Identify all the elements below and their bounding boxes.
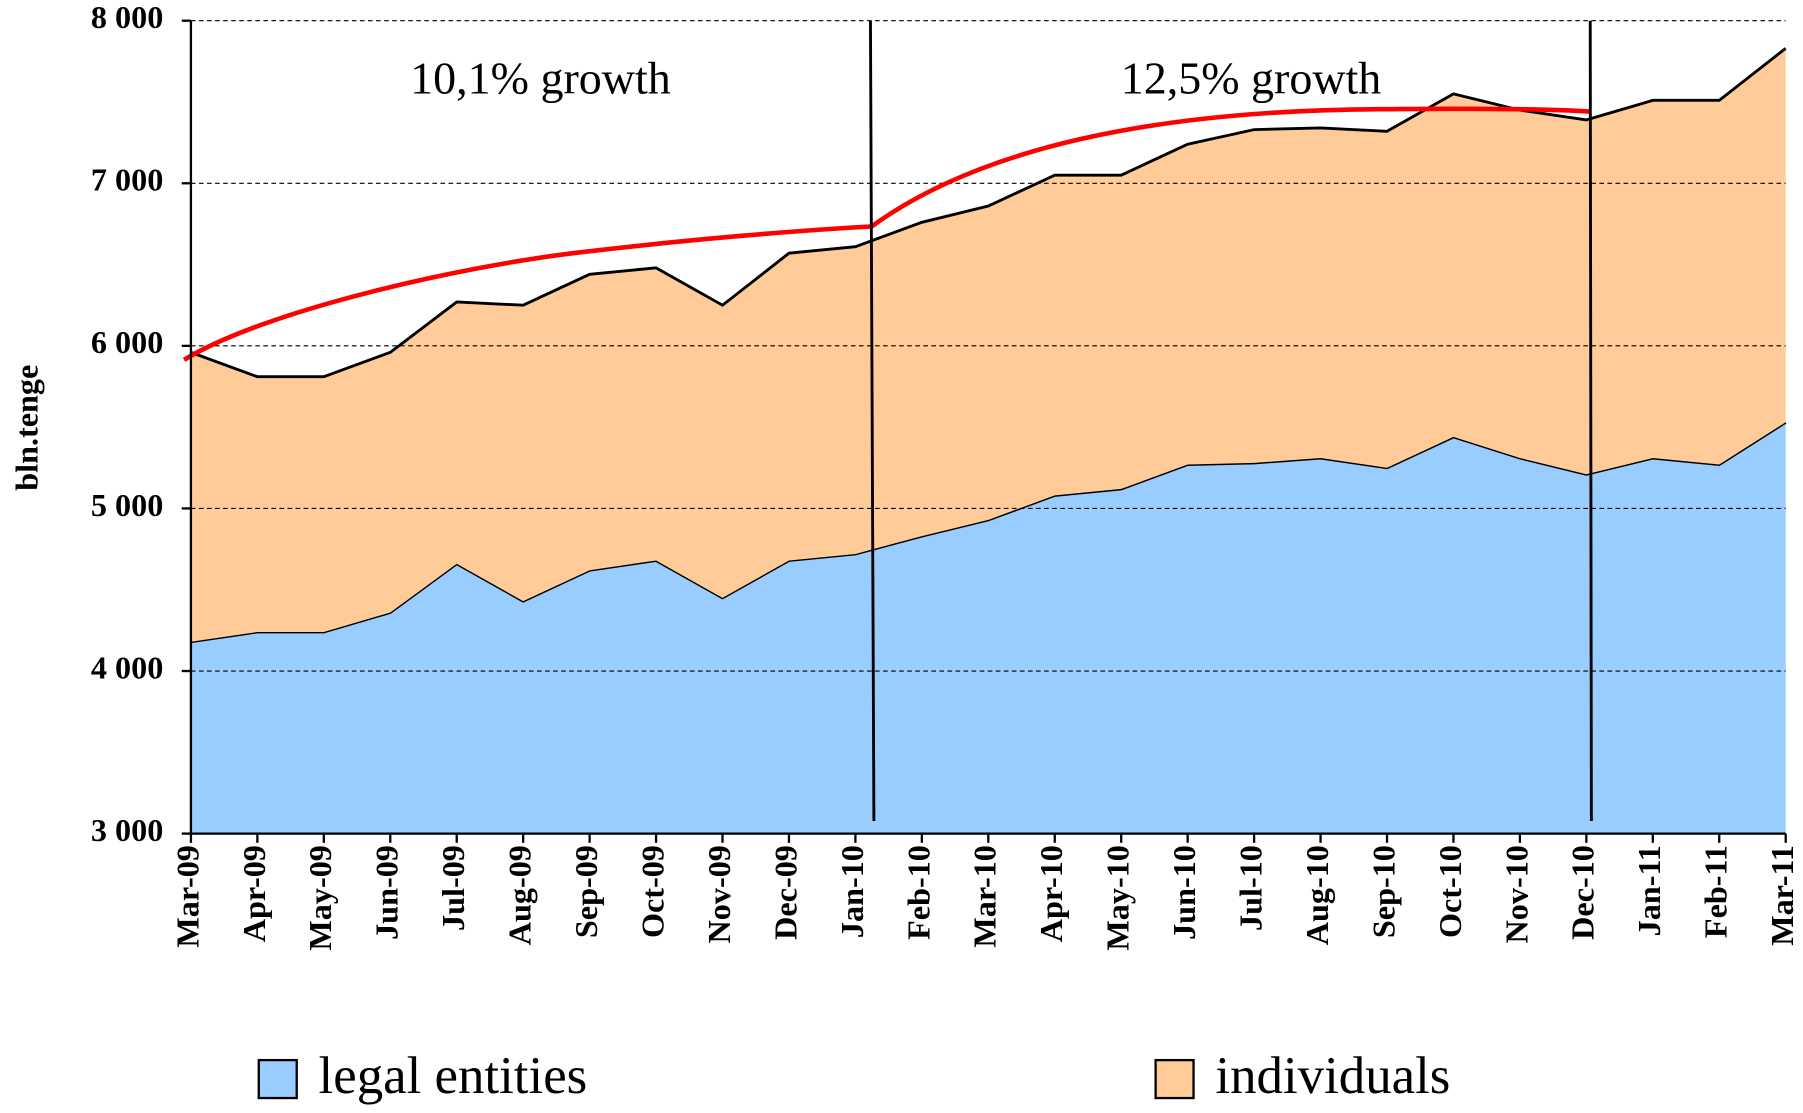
y-axis-label: bln.tenge [8,365,44,491]
x-tick-label: Mar-11 [1764,845,1800,946]
x-tick-label: Oct-10 [1432,845,1468,938]
y-tick-label: 3 000 [91,812,163,848]
x-tick-label: Jul-09 [435,845,471,931]
x-tick-label: Aug-10 [1299,845,1335,945]
annotation: 10,1% growth [410,52,671,103]
legend-swatch [1154,1058,1195,1100]
x-tick-label: Dec-09 [767,845,803,940]
x-tick-label: Oct-09 [634,845,670,938]
y-tick-label: 7 000 [91,162,163,198]
x-tick-label: Apr-09 [236,845,272,942]
x-tick-label: Jul-10 [1232,845,1268,931]
x-tick-label: Dec-10 [1565,845,1601,940]
y-tick-label: 8 000 [91,0,163,35]
annotation: 12,5% growth [1121,52,1382,103]
x-tick-label: Nov-09 [701,845,737,943]
area-fill [190,422,1786,834]
x-tick-label: Jun-10 [1166,845,1202,940]
legend-label: individuals [1215,1047,1450,1105]
x-tick-label: Mar-10 [967,845,1003,947]
x-tick-label: Nov-10 [1498,845,1534,943]
x-tick-label: May-10 [1100,845,1136,950]
legend-label: legal entities [319,1047,588,1105]
x-tick-label: Mar-09 [169,845,205,947]
x-tick-label: Jun-09 [369,845,405,940]
x-tick-label: May-09 [302,845,338,950]
y-tick-label: 5 000 [91,487,163,523]
y-tick-label: 6 000 [91,324,163,360]
x-tick-label: Jan-10 [834,845,870,938]
area-fill [190,48,1786,642]
x-tick-label: Apr-10 [1033,845,1069,942]
x-tick-label: Sep-09 [568,845,604,938]
period-divider [869,20,876,821]
x-tick-label: Sep-10 [1365,845,1401,938]
y-tick-label: 4 000 [91,649,163,685]
period-divider [1588,20,1593,821]
x-tick-label: Jan-11 [1631,845,1667,936]
x-tick-label: Aug-09 [502,845,538,945]
x-tick-label: Feb-10 [900,845,936,940]
x-tick-label: Feb-11 [1698,845,1734,938]
legend-swatch [257,1058,298,1100]
